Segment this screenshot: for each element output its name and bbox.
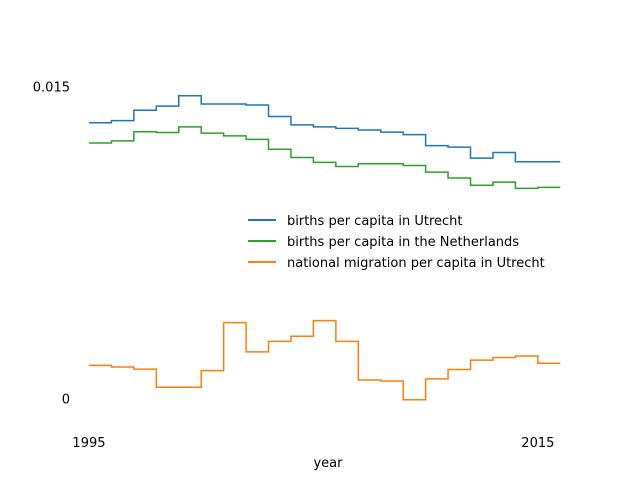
legend: births per capita in Utrecht births per c…: [248, 214, 545, 271]
x-axis-ticks: 1995 2015: [72, 436, 554, 451]
x-axis-label: year: [313, 456, 343, 471]
y-tick-label-2: 0.015: [33, 80, 70, 95]
series-line-2: [88, 126, 561, 190]
legend-label-2: births per capita in the Netherlands: [287, 235, 519, 250]
series-line-1: [88, 94, 561, 163]
legend-label-1: births per capita in Utrecht: [287, 214, 463, 229]
series-line-3: [88, 319, 561, 401]
y-tick-label-1: 0: [62, 393, 70, 408]
x-tick-label-2: 2015: [521, 436, 554, 451]
y-axis-ticks: 0 0.015: [33, 80, 70, 407]
x-tick-label-1: 1995: [72, 436, 105, 451]
legend-label-3: national migration per capita in Utrecht: [287, 256, 545, 271]
series-layer: [88, 94, 561, 401]
